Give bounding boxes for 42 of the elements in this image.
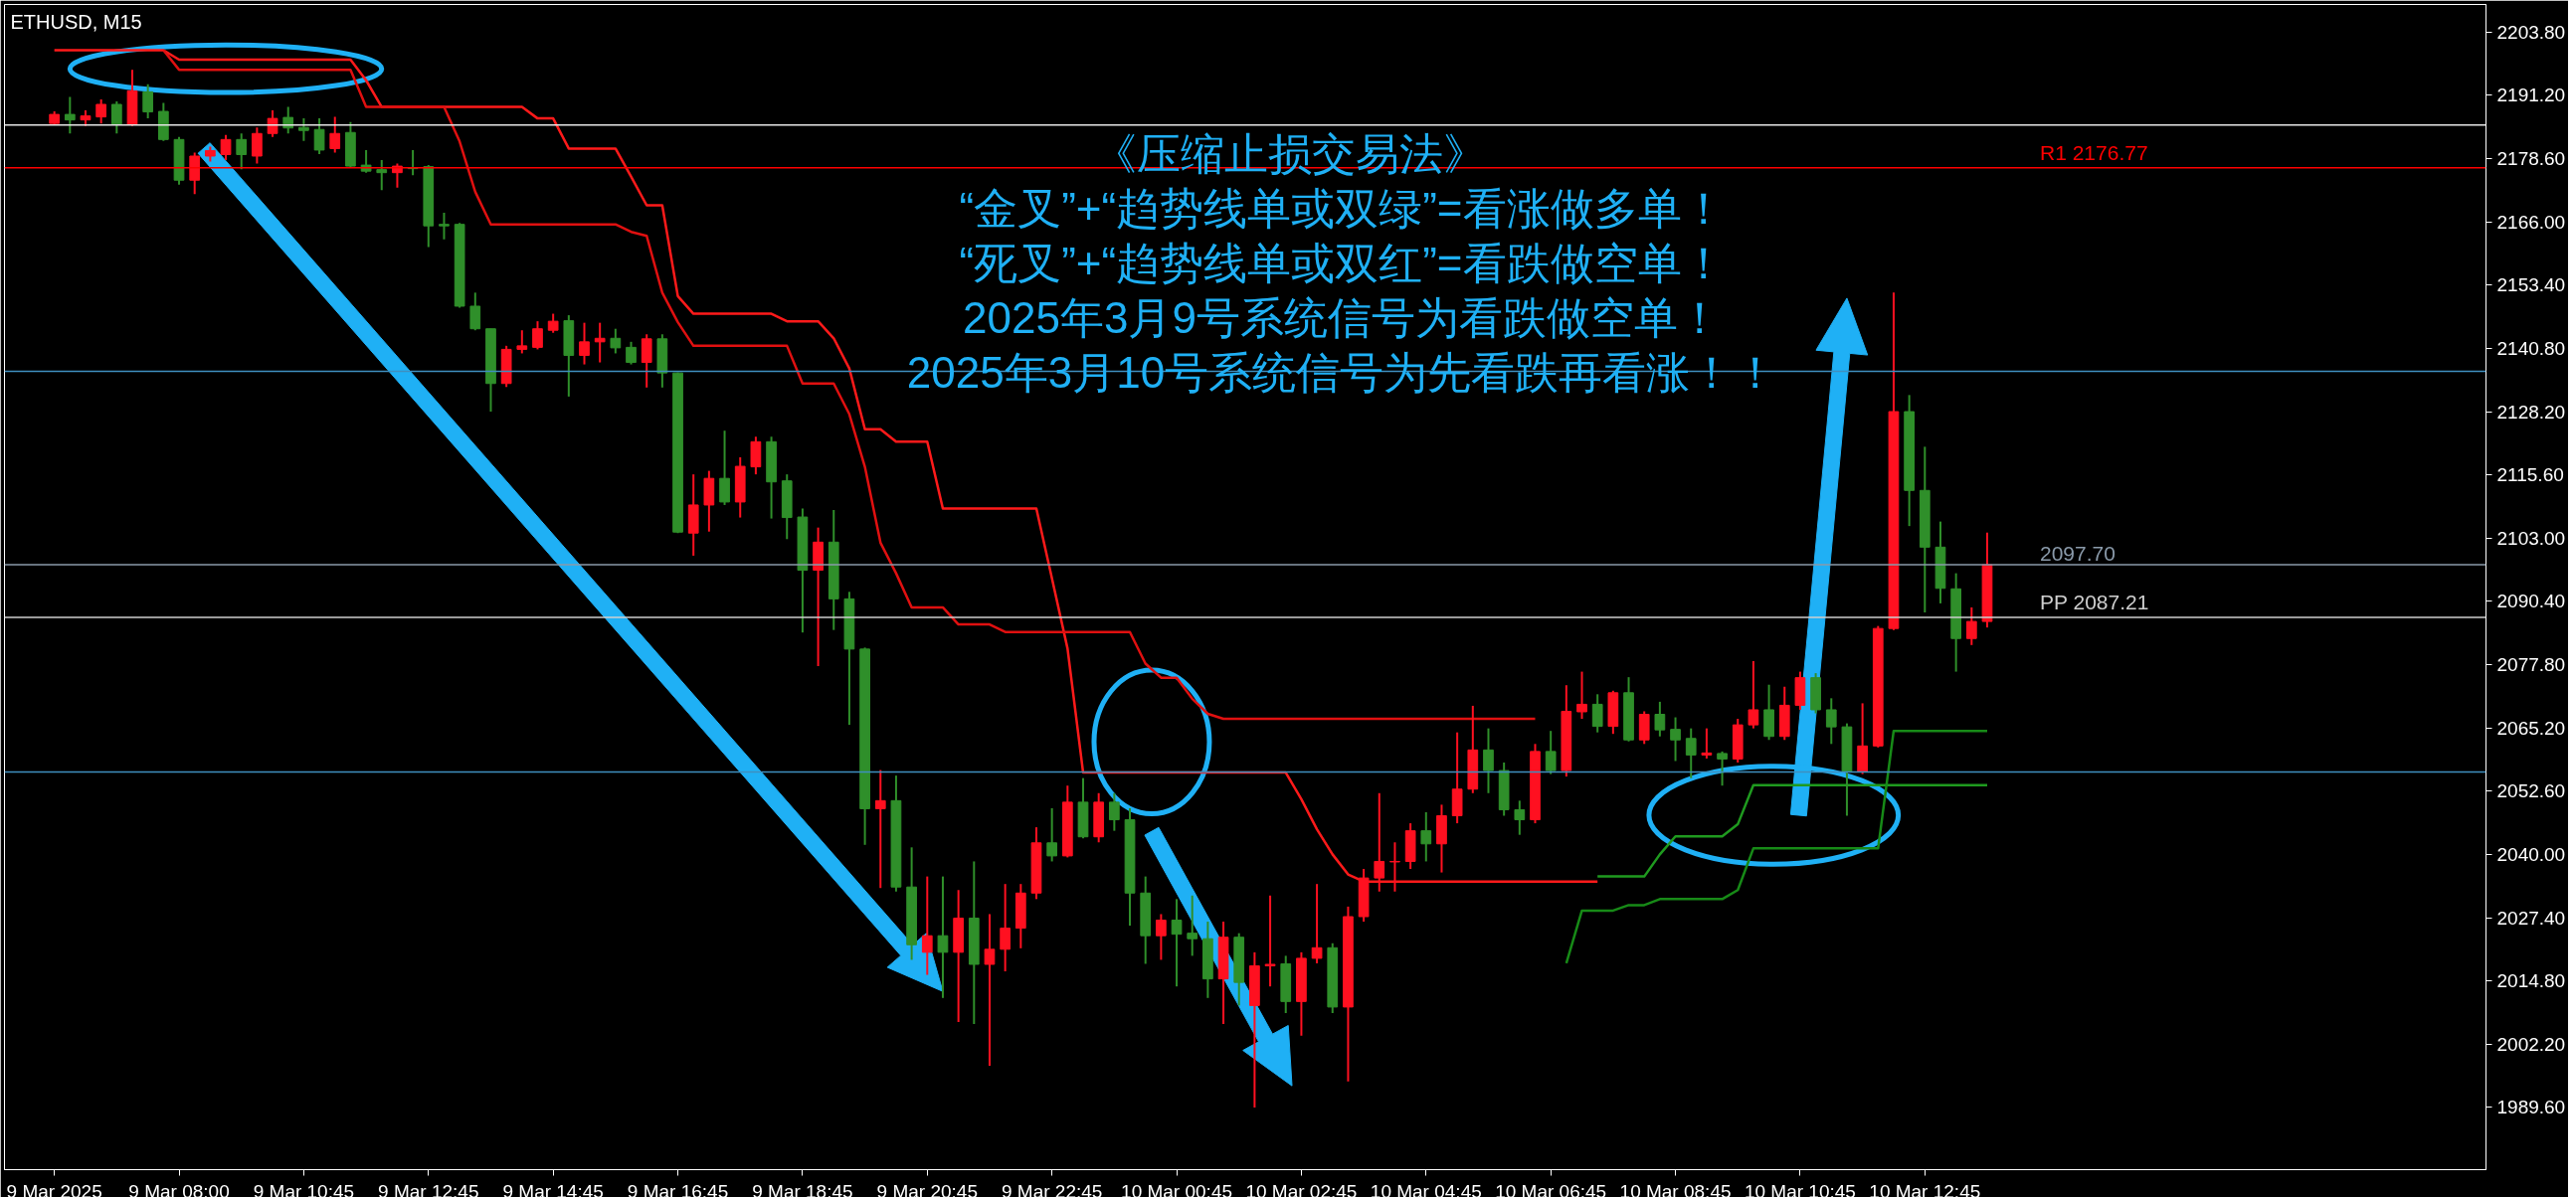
annotation: 2025年3月9号系统信号为看跌做空单！ <box>963 293 1722 342</box>
y-tick-label: 2027.40 <box>2496 907 2566 929</box>
y-tick-label: 2065.20 <box>2496 717 2566 739</box>
y-tick-label: 2166.00 <box>2496 211 2566 233</box>
x-tick-label: 9 Mar 22:45 <box>1001 1180 1103 1197</box>
y-tick-label: 2052.60 <box>2496 780 2566 802</box>
ref-line-label: PP 2087.21 <box>2040 591 2149 613</box>
y-tick-label: 2178.60 <box>2496 148 2566 170</box>
y-tick-label: 2191.20 <box>2496 85 2566 106</box>
y-tick-label: 2090.40 <box>2496 591 2566 612</box>
annotation: “金叉”+“趋势线单或双绿”=看涨做多单！ <box>959 184 1726 233</box>
ref-line-label: R1 2176.77 <box>2040 140 2148 164</box>
x-tick-label: 10 Mar 04:45 <box>1370 1180 1482 1197</box>
x-tick-label: 9 Mar 18:45 <box>752 1180 853 1197</box>
x-tick-label: 9 Mar 10:45 <box>253 1180 355 1197</box>
x-tick-label: 9 Mar 08:00 <box>128 1180 230 1197</box>
x-tick-label: 10 Mar 00:45 <box>1121 1180 1233 1197</box>
x-tick-label: 10 Mar 08:45 <box>1619 1180 1732 1197</box>
x-tick-label: 9 Mar 14:45 <box>502 1180 604 1197</box>
x-tick-label: 10 Mar 06:45 <box>1495 1180 1607 1197</box>
x-tick-label: 9 Mar 20:45 <box>876 1180 978 1197</box>
y-tick-label: 2203.80 <box>2496 21 2566 43</box>
y-tick-label: 2002.20 <box>2496 1033 2566 1055</box>
x-tick-label: 10 Mar 10:45 <box>1744 1180 1856 1197</box>
annotation: 《压缩止损交易法》 <box>1092 129 1487 178</box>
y-tick-label: 2040.00 <box>2496 843 2566 865</box>
chart-title: ETHUSD, M15 <box>10 10 142 33</box>
x-tick-label: 10 Mar 12:45 <box>1869 1180 1981 1197</box>
y-tick-label: 2115.60 <box>2496 464 2564 486</box>
y-tick-label: 2014.80 <box>2496 970 2566 992</box>
y-tick-label: 2140.80 <box>2496 337 2566 359</box>
ref-line-label: 2097.70 <box>2040 542 2116 566</box>
x-tick-label: 9 Mar 16:45 <box>627 1180 729 1197</box>
y-tick-label: 1989.60 <box>2496 1097 2566 1118</box>
y-tick-label: 2153.40 <box>2496 274 2566 296</box>
x-tick-label: 9 Mar 2025 <box>6 1180 102 1197</box>
x-tick-label: 10 Mar 02:45 <box>1245 1180 1358 1197</box>
annotation: “死叉”+“趋势线单或双红”=看跌做空单！ <box>959 239 1726 287</box>
y-tick-label: 2103.00 <box>2496 527 2566 549</box>
y-tick-label: 2077.80 <box>2496 654 2566 676</box>
y-tick-label: 2128.20 <box>2496 401 2566 423</box>
x-tick-label: 9 Mar 12:45 <box>378 1180 479 1197</box>
